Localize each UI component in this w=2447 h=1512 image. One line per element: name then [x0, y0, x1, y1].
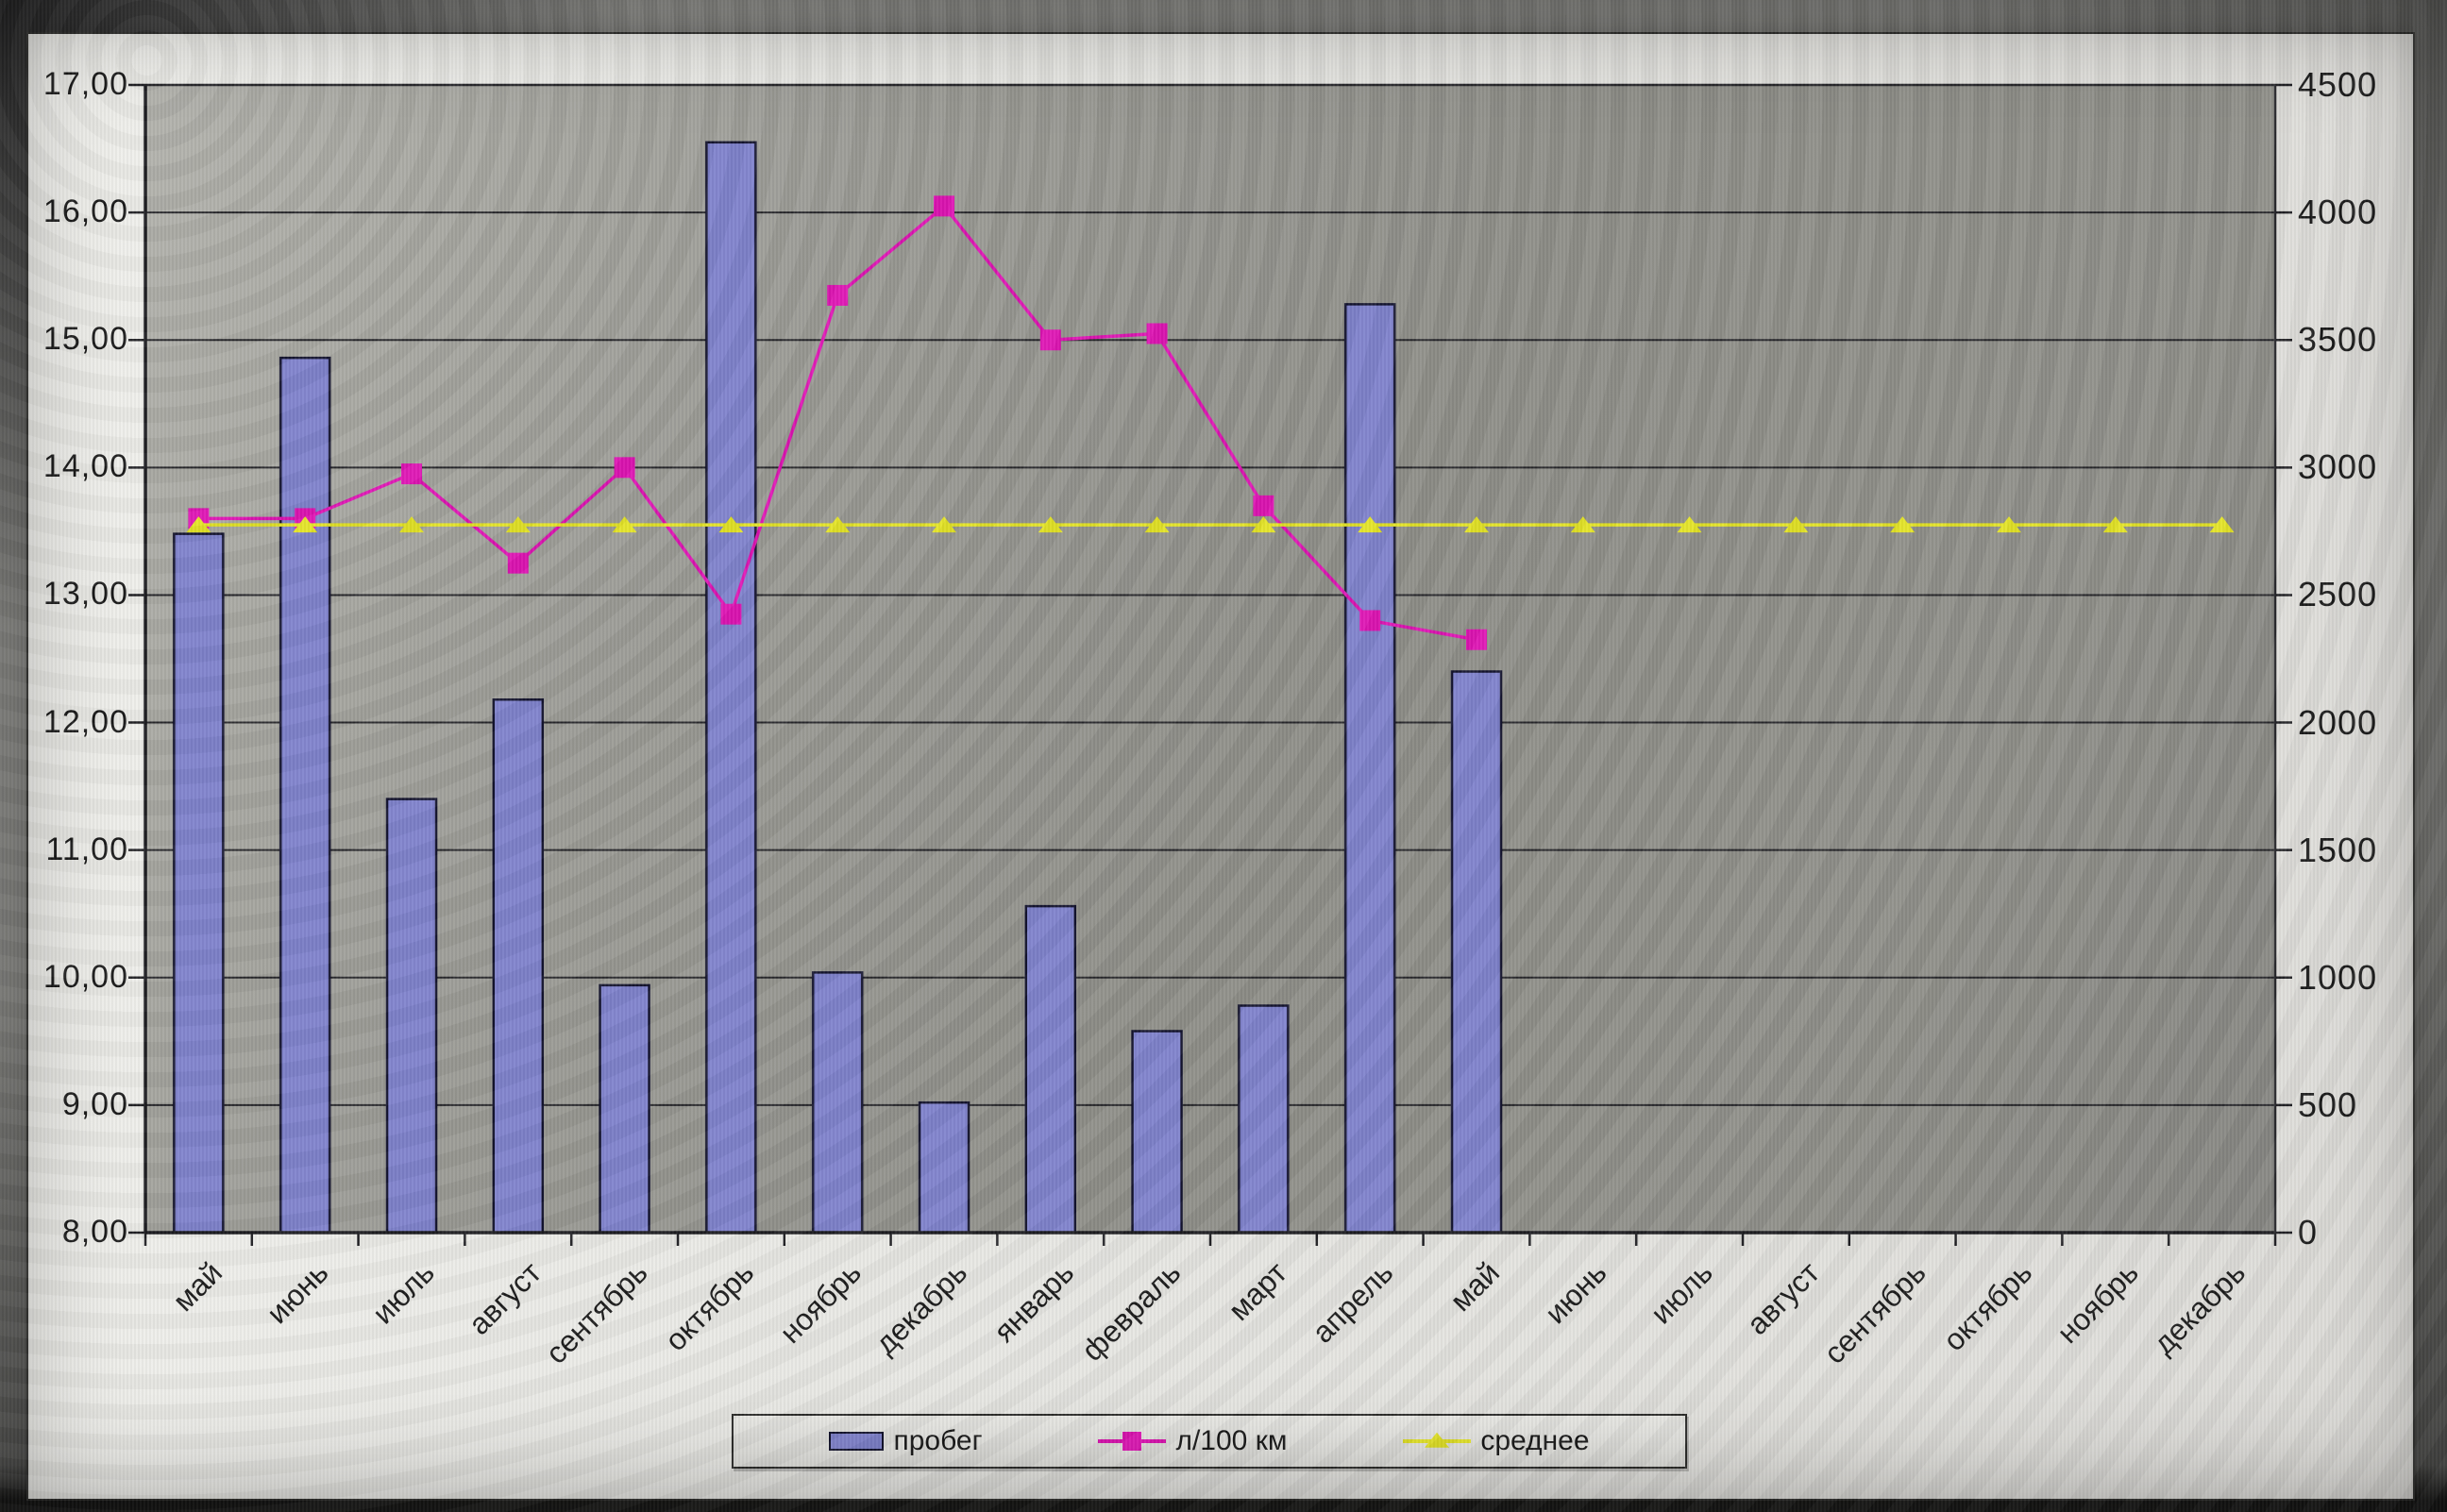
y-axis-right-label: 1000 [2298, 957, 2378, 997]
x-axis-label: ноябрь [772, 1255, 868, 1351]
legend-item-srednee: среднее [1403, 1425, 1590, 1457]
y-axis-right-label: 3500 [2298, 320, 2378, 360]
y-axis-right-label: 4500 [2298, 65, 2378, 104]
x-axis-label: июнь [260, 1255, 335, 1331]
chart-sheet: 17,00 16,00 15,00 14,00 13,00 12,00 11,00 10,00… [26, 32, 2415, 1501]
x-axis-label: сентябрь [539, 1255, 655, 1370]
legend-item-probeg: пробег [829, 1425, 983, 1457]
x-axis-label: июль [365, 1255, 442, 1331]
x-axis-label: декабрь [868, 1255, 974, 1361]
y-axis-right-label: 500 [2298, 1084, 2358, 1124]
bar-ноябрь [811, 971, 864, 1235]
legend-item-l100km: л/100 км [1098, 1425, 1287, 1457]
bar-декабрь [918, 1100, 970, 1235]
x-axis-label: июль [1644, 1255, 1720, 1331]
x-axis-label: май [1443, 1255, 1507, 1319]
x-axis-labels: май июнь июль август сентябрь октябрь ноябрь де… [145, 1246, 2275, 1406]
plot-area [128, 83, 2292, 1246]
line-triangle-swatch-icon [1403, 1431, 1472, 1452]
bar-август [492, 697, 545, 1235]
x-axis-label: сентябрь [1816, 1255, 1932, 1370]
x-axis-label: август [462, 1255, 548, 1342]
bar-март [1238, 1004, 1290, 1235]
y-axis-left-labels: 17,00 16,00 15,00 14,00 13,00 12,00 11,00 10,00… [28, 66, 134, 1250]
x-axis-label: январь [987, 1255, 1081, 1349]
x-axis-label: февраль [1074, 1255, 1188, 1368]
legend: пробег л/100 км среднее [732, 1414, 1687, 1469]
y-axis-left-label: 10,00 [42, 958, 128, 995]
y-axis-left-label: 8,00 [61, 1214, 128, 1250]
y-axis-left-label: 13,00 [42, 576, 128, 613]
legend-label: пробег [893, 1425, 983, 1456]
x-axis-label: август [1739, 1255, 1826, 1342]
bar-февраль [1131, 1030, 1183, 1235]
x-axis-label: ноябрь [2050, 1255, 2146, 1351]
y-axis-left-label: 17,00 [42, 66, 128, 102]
x-axis-label: октябрь [1936, 1255, 2039, 1358]
y-axis-right-labels: 4500 4000 3500 3000 2500 2000 1500 1000 500 0 [2298, 65, 2421, 1252]
x-axis-label: июнь [1537, 1255, 1613, 1331]
y-axis-left-label: 11,00 [45, 831, 128, 867]
y-axis-right-label: 2000 [2298, 702, 2378, 742]
x-axis-label: апрель [1305, 1255, 1400, 1350]
bar-июнь [278, 356, 331, 1235]
y-axis-right-label: 0 [2298, 1213, 2319, 1252]
bar-январь [1024, 904, 1077, 1235]
y-axis-right-label: 4000 [2298, 193, 2378, 232]
y-axis-left-label: 16,00 [42, 193, 128, 230]
bar-swatch-icon [829, 1432, 885, 1451]
line-square-swatch-icon [1098, 1431, 1167, 1452]
x-axis-label: март [1221, 1255, 1293, 1328]
bar-октябрь [705, 141, 757, 1235]
x-axis-label: май [165, 1255, 228, 1319]
x-axis-label: декабрь [2146, 1255, 2253, 1361]
y-axis-right-label: 2500 [2298, 575, 2378, 614]
y-axis-left-label: 14,00 [42, 448, 128, 485]
legend-label: среднее [1480, 1425, 1590, 1456]
y-axis-left-label: 15,00 [42, 321, 128, 358]
y-axis-right-label: 1500 [2298, 830, 2378, 869]
legend-label: л/100 км [1175, 1425, 1288, 1456]
chart-canvas [128, 83, 2292, 1246]
bar-июль [385, 798, 438, 1235]
bar-май [1450, 670, 1503, 1235]
bar-май [173, 532, 225, 1235]
bar-сентябрь [599, 983, 650, 1235]
y-axis-right-label: 3000 [2298, 447, 2378, 487]
y-axis-left-label: 9,00 [61, 1085, 128, 1122]
bar-апрель [1343, 303, 1396, 1235]
x-axis-label: октябрь [658, 1255, 761, 1358]
y-axis-left-label: 12,00 [42, 703, 128, 740]
